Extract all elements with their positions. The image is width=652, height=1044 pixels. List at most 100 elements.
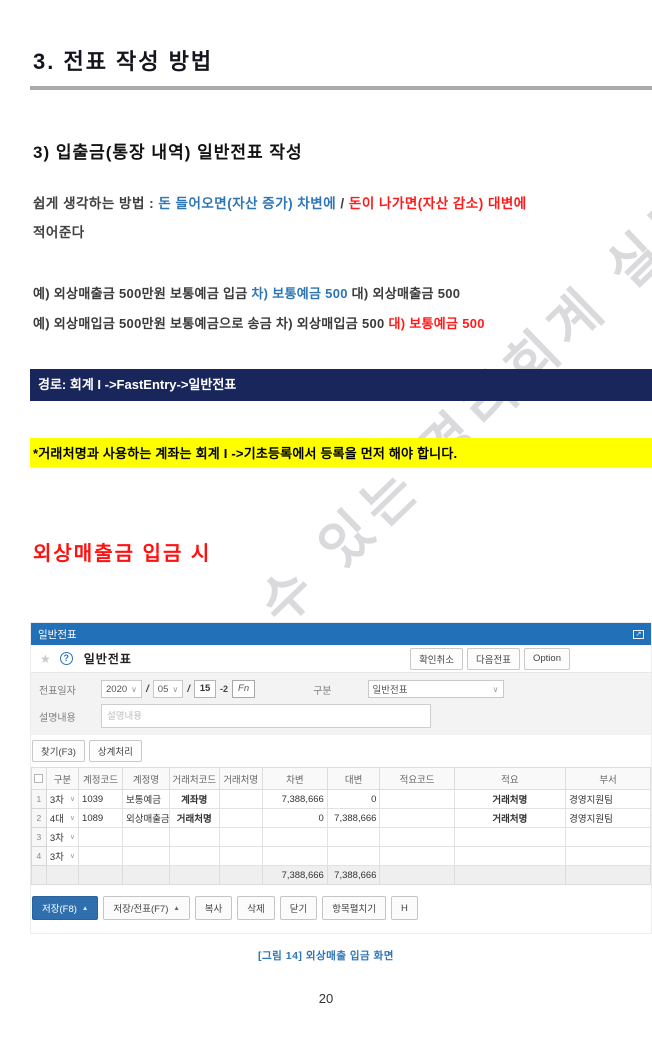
save-voucher-f7-button[interactable]: 저장/전표(F7) ▲ — [103, 896, 190, 920]
memo-annotation[interactable]: 거래처명 — [453, 789, 567, 809]
next-voucher-button[interactable]: 다음전표 — [467, 647, 520, 670]
account-name-cell[interactable]: 외상매출금 — [121, 808, 171, 828]
memo-code-cell[interactable] — [379, 827, 455, 847]
total-blank — [565, 865, 651, 885]
row-number[interactable]: 2 — [31, 808, 47, 828]
account-name-cell[interactable] — [121, 846, 171, 866]
favorite-star-icon[interactable]: ★ — [40, 651, 51, 666]
chevron-down-icon: ∨ — [69, 853, 76, 860]
customer-code-annotation[interactable]: 계좌명 — [169, 789, 220, 809]
day-input[interactable]: 15 — [194, 680, 216, 698]
h-button[interactable]: H — [390, 896, 418, 920]
credit-cell[interactable] — [326, 846, 381, 866]
customer-name-cell[interactable] — [218, 789, 263, 809]
customer-code-cell[interactable] — [169, 827, 220, 847]
customer-name-cell[interactable] — [218, 827, 263, 847]
memo-code-cell[interactable] — [379, 846, 455, 866]
department-cell[interactable] — [565, 846, 651, 866]
description-input[interactable]: 설명내용 — [101, 704, 431, 728]
example1-blue: 차) 보통예금 500 — [251, 286, 348, 301]
customer-code-annotation[interactable]: 거래처명 — [169, 808, 220, 828]
date-row: 전표일자 2020 ∨ / 05 ∨ / 15 -2 Fn 구분 일반전표 ∨ — [39, 678, 643, 700]
total-blank — [453, 865, 567, 885]
chevron-down-icon: ∨ — [69, 834, 76, 841]
delete-button[interactable]: 삭제 — [237, 896, 275, 920]
example2-black: 예) 외상매입금 500만원 보통예금으로 송금 차) 외상매입금 500 — [33, 316, 389, 331]
total-blank — [31, 865, 47, 885]
voucher-type-select[interactable]: 일반전표 ∨ — [367, 680, 504, 698]
table-row: 2 4대 ∨ 1089 외상매출금 거래처명 0 7,388,666 거래처명 경… — [31, 808, 651, 828]
col-department: 부서 — [565, 767, 651, 790]
copy-button[interactable]: 복사 — [194, 896, 233, 920]
day-spinner[interactable]: -2 — [220, 684, 229, 694]
menu-path-banner: 경로: 회계 I ->FastEntry->일반전표 — [30, 369, 652, 401]
intro-debit-rule: 돈 들어오면(자산 증가) 차변에 — [158, 196, 337, 211]
debit-cell[interactable] — [261, 827, 328, 847]
gubun-cell[interactable]: 3차 ∨ — [45, 846, 80, 866]
title-divider — [30, 86, 652, 90]
customer-name-cell[interactable] — [218, 808, 263, 828]
account-code-cell[interactable]: 1089 — [78, 808, 123, 828]
year-select[interactable]: 2020 ∨ — [101, 680, 142, 698]
col-memo-code: 적요코드 — [379, 767, 455, 790]
memo-cell[interactable] — [453, 827, 567, 847]
row-number[interactable]: 4 — [31, 846, 47, 866]
total-blank — [45, 865, 80, 885]
bottom-button-bar: 저장(F8) ▲ 저장/전표(F7) ▲ 복사 삭제 닫기 항목펼치기 H — [31, 885, 651, 933]
gubun-cell[interactable]: 3차 ∨ — [45, 789, 80, 809]
gubun-cell[interactable]: 4대 ∨ — [45, 808, 80, 828]
select-all-checkbox[interactable] — [34, 773, 44, 783]
debit-cell[interactable]: 0 — [261, 808, 328, 828]
close-button[interactable]: 닫기 — [279, 896, 318, 920]
department-cell[interactable]: 경영지원팀 — [565, 789, 651, 809]
voucher-grid: 구분 계정코드 계정명 거래처코드 거래처명 차변 대변 적요코드 적요 부서 … — [31, 767, 651, 885]
department-cell[interactable] — [565, 827, 651, 847]
row-number[interactable]: 3 — [31, 827, 47, 847]
gubun-value: 3차 — [49, 833, 64, 844]
chevron-down-icon: ∨ — [69, 815, 76, 822]
total-row: 7,388,666 7,388,666 — [31, 865, 651, 885]
type-label: 구분 — [313, 685, 332, 697]
example-line-2: 예) 외상매입금 500만원 보통예금으로 송금 차) 외상매입금 500 대)… — [33, 309, 652, 339]
memo-cell[interactable] — [453, 846, 567, 866]
memo-code-cell[interactable] — [379, 808, 455, 828]
confirm-cancel-button[interactable]: 확인취소 — [410, 647, 464, 670]
department-cell[interactable]: 경영지원팀 — [565, 808, 651, 828]
search-f3-button[interactable]: 찾기(F3) — [32, 740, 85, 762]
account-code-cell[interactable] — [78, 827, 123, 847]
gubun-value: 3차 — [49, 795, 64, 806]
app-header-row: ★ ? 일반전표 확인취소 다음전표 Option — [31, 645, 651, 672]
credit-cell[interactable] — [326, 827, 381, 847]
page-number: 20 — [318, 991, 334, 1006]
grid-header-row: 구분 계정코드 계정명 거래처코드 거래처명 차변 대변 적요코드 적요 부서 — [31, 767, 651, 790]
open-new-window-icon[interactable]: ↗ — [633, 629, 644, 639]
total-credit: 7,388,666 — [326, 865, 381, 885]
account-name-cell[interactable] — [121, 827, 171, 847]
credit-cell[interactable]: 7,388,666 — [326, 808, 381, 828]
option-button[interactable]: Option — [524, 647, 570, 670]
total-blank — [169, 865, 220, 885]
save-f8-button[interactable]: 저장(F8) ▲ — [32, 896, 99, 920]
expand-fields-button[interactable]: 항목펼치기 — [322, 896, 386, 920]
account-code-cell[interactable]: 1039 — [78, 789, 123, 809]
month-select[interactable]: 05 ∨ — [152, 680, 184, 698]
account-code-cell[interactable] — [78, 846, 123, 866]
row-number[interactable]: 1 — [31, 789, 47, 809]
debit-cell[interactable]: 7,388,666 — [261, 789, 328, 809]
memo-code-cell[interactable] — [379, 789, 455, 809]
table-row: 3 3차 ∨ — [31, 827, 651, 847]
total-blank — [218, 865, 263, 885]
account-name-cell[interactable]: 보통예금 — [121, 789, 171, 809]
customer-code-cell[interactable] — [169, 846, 220, 866]
customer-name-cell[interactable] — [218, 846, 263, 866]
fn-button[interactable]: Fn — [232, 680, 256, 698]
chevron-down-icon: ∨ — [172, 684, 179, 694]
col-memo: 적요 — [453, 767, 567, 790]
help-icon[interactable]: ? — [59, 652, 73, 665]
gubun-cell[interactable]: 3차 ∨ — [45, 827, 80, 847]
offset-process-button[interactable]: 상계처리 — [88, 740, 142, 762]
description-row: 설명내용 설명내용 — [39, 703, 643, 729]
memo-annotation[interactable]: 거래처명 — [453, 808, 567, 828]
debit-cell[interactable] — [261, 846, 328, 866]
credit-cell[interactable]: 0 — [326, 789, 381, 809]
